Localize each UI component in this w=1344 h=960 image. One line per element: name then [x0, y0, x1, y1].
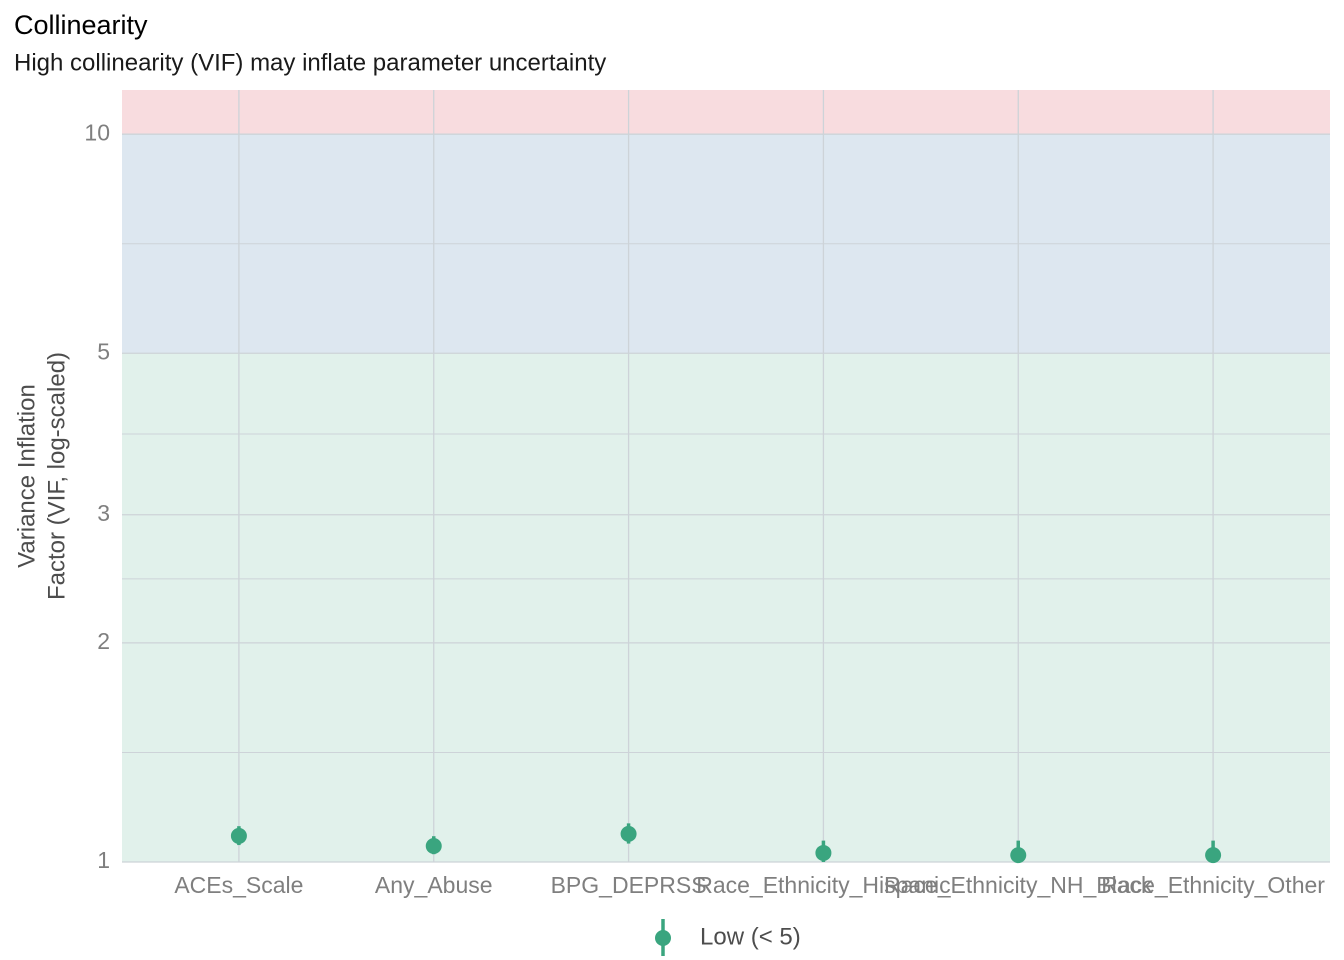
point — [230, 827, 247, 844]
band — [122, 353, 1330, 862]
point — [1205, 847, 1222, 864]
x-tick-label: BPG_DEPRSS — [551, 872, 707, 898]
y-tick-label: 10 — [84, 119, 110, 145]
x-tick-label: Race_Ethnicity_Hispanic — [696, 872, 950, 898]
legend-label: Low (< 5) — [700, 923, 801, 950]
point — [815, 844, 832, 861]
x-tick-label: Race_Ethnicity_Other — [1101, 872, 1325, 898]
y-tick-label: 1 — [97, 847, 110, 873]
chart-title: Collinearity — [14, 10, 148, 40]
x-tick-label: ACEs_Scale — [174, 872, 303, 898]
y-axis-label: Variance Inflation — [13, 384, 40, 568]
x-tick-label: Any_Abuse — [375, 872, 493, 898]
x-tick-label: Race_Ethnicity_NH_Black — [884, 872, 1153, 898]
y-axis-label: Factor (VIF, log-scaled) — [43, 352, 70, 600]
legend-key-point — [655, 930, 671, 946]
y-tick-label: 3 — [97, 500, 110, 526]
point — [1010, 847, 1027, 864]
point — [620, 825, 637, 842]
band — [122, 90, 1330, 135]
chart-subtitle: High collinearity (VIF) may inflate para… — [14, 49, 606, 76]
y-tick-label: 5 — [97, 338, 110, 364]
point — [425, 837, 442, 854]
y-tick-label: 2 — [97, 628, 110, 654]
